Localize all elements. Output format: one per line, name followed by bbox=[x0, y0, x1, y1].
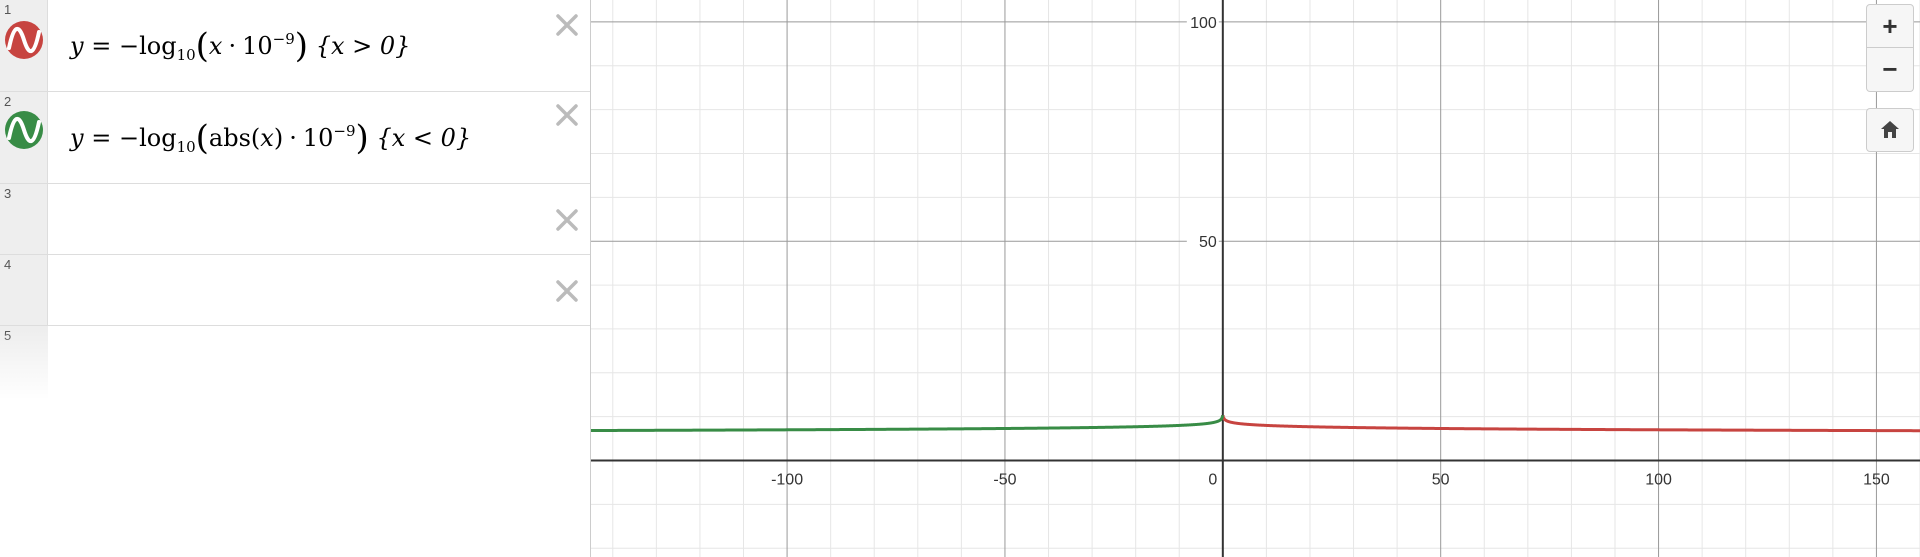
formula-dot: · bbox=[289, 124, 297, 152]
x-tick-label: -50 bbox=[993, 472, 1016, 489]
formula-restriction: {x > 0} bbox=[316, 32, 411, 60]
close-icon bbox=[558, 211, 576, 229]
formula-func: log bbox=[139, 32, 177, 60]
close-icon bbox=[558, 16, 576, 34]
expression-index: 4 bbox=[4, 257, 11, 272]
expression-row-5[interactable]: 5 bbox=[0, 326, 590, 400]
expression-formula-1[interactable]: y = −log10(x · 10−9) {x > 0} bbox=[70, 26, 410, 66]
graph-canvas[interactable]: -100 -50 0 50 100 150 100 50 bbox=[591, 0, 1920, 557]
list-fade bbox=[0, 330, 48, 400]
zoom-in-button[interactable]: + bbox=[1866, 4, 1914, 48]
y-tick-label: 50 bbox=[1199, 234, 1217, 251]
expression-tab[interactable]: 4 bbox=[0, 255, 48, 325]
formula-coef: 10 bbox=[303, 124, 334, 152]
formula-abs-close: ) bbox=[274, 124, 283, 152]
expression-index: 3 bbox=[4, 186, 11, 201]
formula-open-paren: ( bbox=[196, 118, 209, 158]
close-icon bbox=[558, 106, 576, 124]
delete-expression-button[interactable] bbox=[552, 205, 582, 235]
formula-equals: = bbox=[91, 124, 111, 152]
y-tick-label: 100 bbox=[1190, 15, 1217, 32]
formula-func: log bbox=[139, 124, 177, 152]
expression-row-2[interactable]: 2 y = −log10(abs(x) · 10−9) {x < 0} bbox=[0, 92, 590, 184]
formula-arg: x bbox=[260, 124, 274, 152]
minus-icon: − bbox=[1882, 54, 1897, 85]
formula-coef: 10 bbox=[242, 32, 273, 60]
close-icon bbox=[558, 282, 576, 300]
expression-tab[interactable]: 3 bbox=[0, 184, 48, 254]
formula-abs: abs bbox=[209, 124, 251, 152]
formula-base: 10 bbox=[177, 46, 196, 64]
delete-expression-button[interactable] bbox=[552, 100, 582, 130]
expression-tab[interactable]: 2 bbox=[0, 92, 48, 183]
green-wave-color-icon[interactable] bbox=[4, 110, 44, 150]
plus-icon: + bbox=[1882, 11, 1897, 42]
formula-equals: = bbox=[91, 32, 111, 60]
formula-exponent: −9 bbox=[333, 122, 355, 140]
x-tick-label: 50 bbox=[1432, 472, 1450, 489]
formula-lhs: y bbox=[70, 124, 84, 152]
x-tick-label: 100 bbox=[1645, 472, 1672, 489]
formula-base: 10 bbox=[177, 138, 196, 156]
formula-open-paren: ( bbox=[196, 26, 209, 66]
formula-close-paren: ) bbox=[356, 118, 369, 158]
formula-close-paren: ) bbox=[295, 26, 308, 66]
x-tick-label: 150 bbox=[1863, 472, 1890, 489]
home-button[interactable] bbox=[1866, 108, 1914, 152]
expression-row-4[interactable]: 4 bbox=[0, 255, 590, 326]
expression-index: 2 bbox=[4, 94, 11, 109]
delete-expression-button[interactable] bbox=[552, 276, 582, 306]
formula-lhs: y bbox=[70, 32, 84, 60]
expression-row-1[interactable]: 1 y = −log10(x · 10−9) {x > 0} bbox=[0, 0, 590, 92]
curve-negative bbox=[591, 415, 1223, 430]
formula-dot: · bbox=[228, 32, 236, 60]
red-wave-color-icon[interactable] bbox=[4, 20, 44, 60]
expression-list: 1 y = −log10(x · 10−9) {x > 0} 2 y = bbox=[0, 0, 591, 557]
expression-index: 1 bbox=[4, 2, 11, 17]
formula-minus: − bbox=[119, 32, 139, 60]
expression-row-3[interactable]: 3 bbox=[0, 184, 590, 255]
expression-formula-2[interactable]: y = −log10(abs(x) · 10−9) {x < 0} bbox=[70, 118, 471, 158]
formula-restriction: {x < 0} bbox=[376, 124, 471, 152]
formula-exponent: −9 bbox=[273, 30, 295, 48]
zoom-out-button[interactable]: − bbox=[1866, 48, 1914, 92]
formula-arg: x bbox=[209, 32, 223, 60]
expression-tab[interactable]: 1 bbox=[0, 0, 48, 91]
formula-minus: − bbox=[119, 124, 139, 152]
formula-abs-open: ( bbox=[251, 124, 260, 152]
delete-expression-button[interactable] bbox=[552, 10, 582, 40]
curves bbox=[591, 415, 1920, 430]
x-tick-label: 0 bbox=[1208, 472, 1217, 489]
x-tick-label: -100 bbox=[771, 472, 803, 489]
home-icon bbox=[1879, 119, 1901, 141]
